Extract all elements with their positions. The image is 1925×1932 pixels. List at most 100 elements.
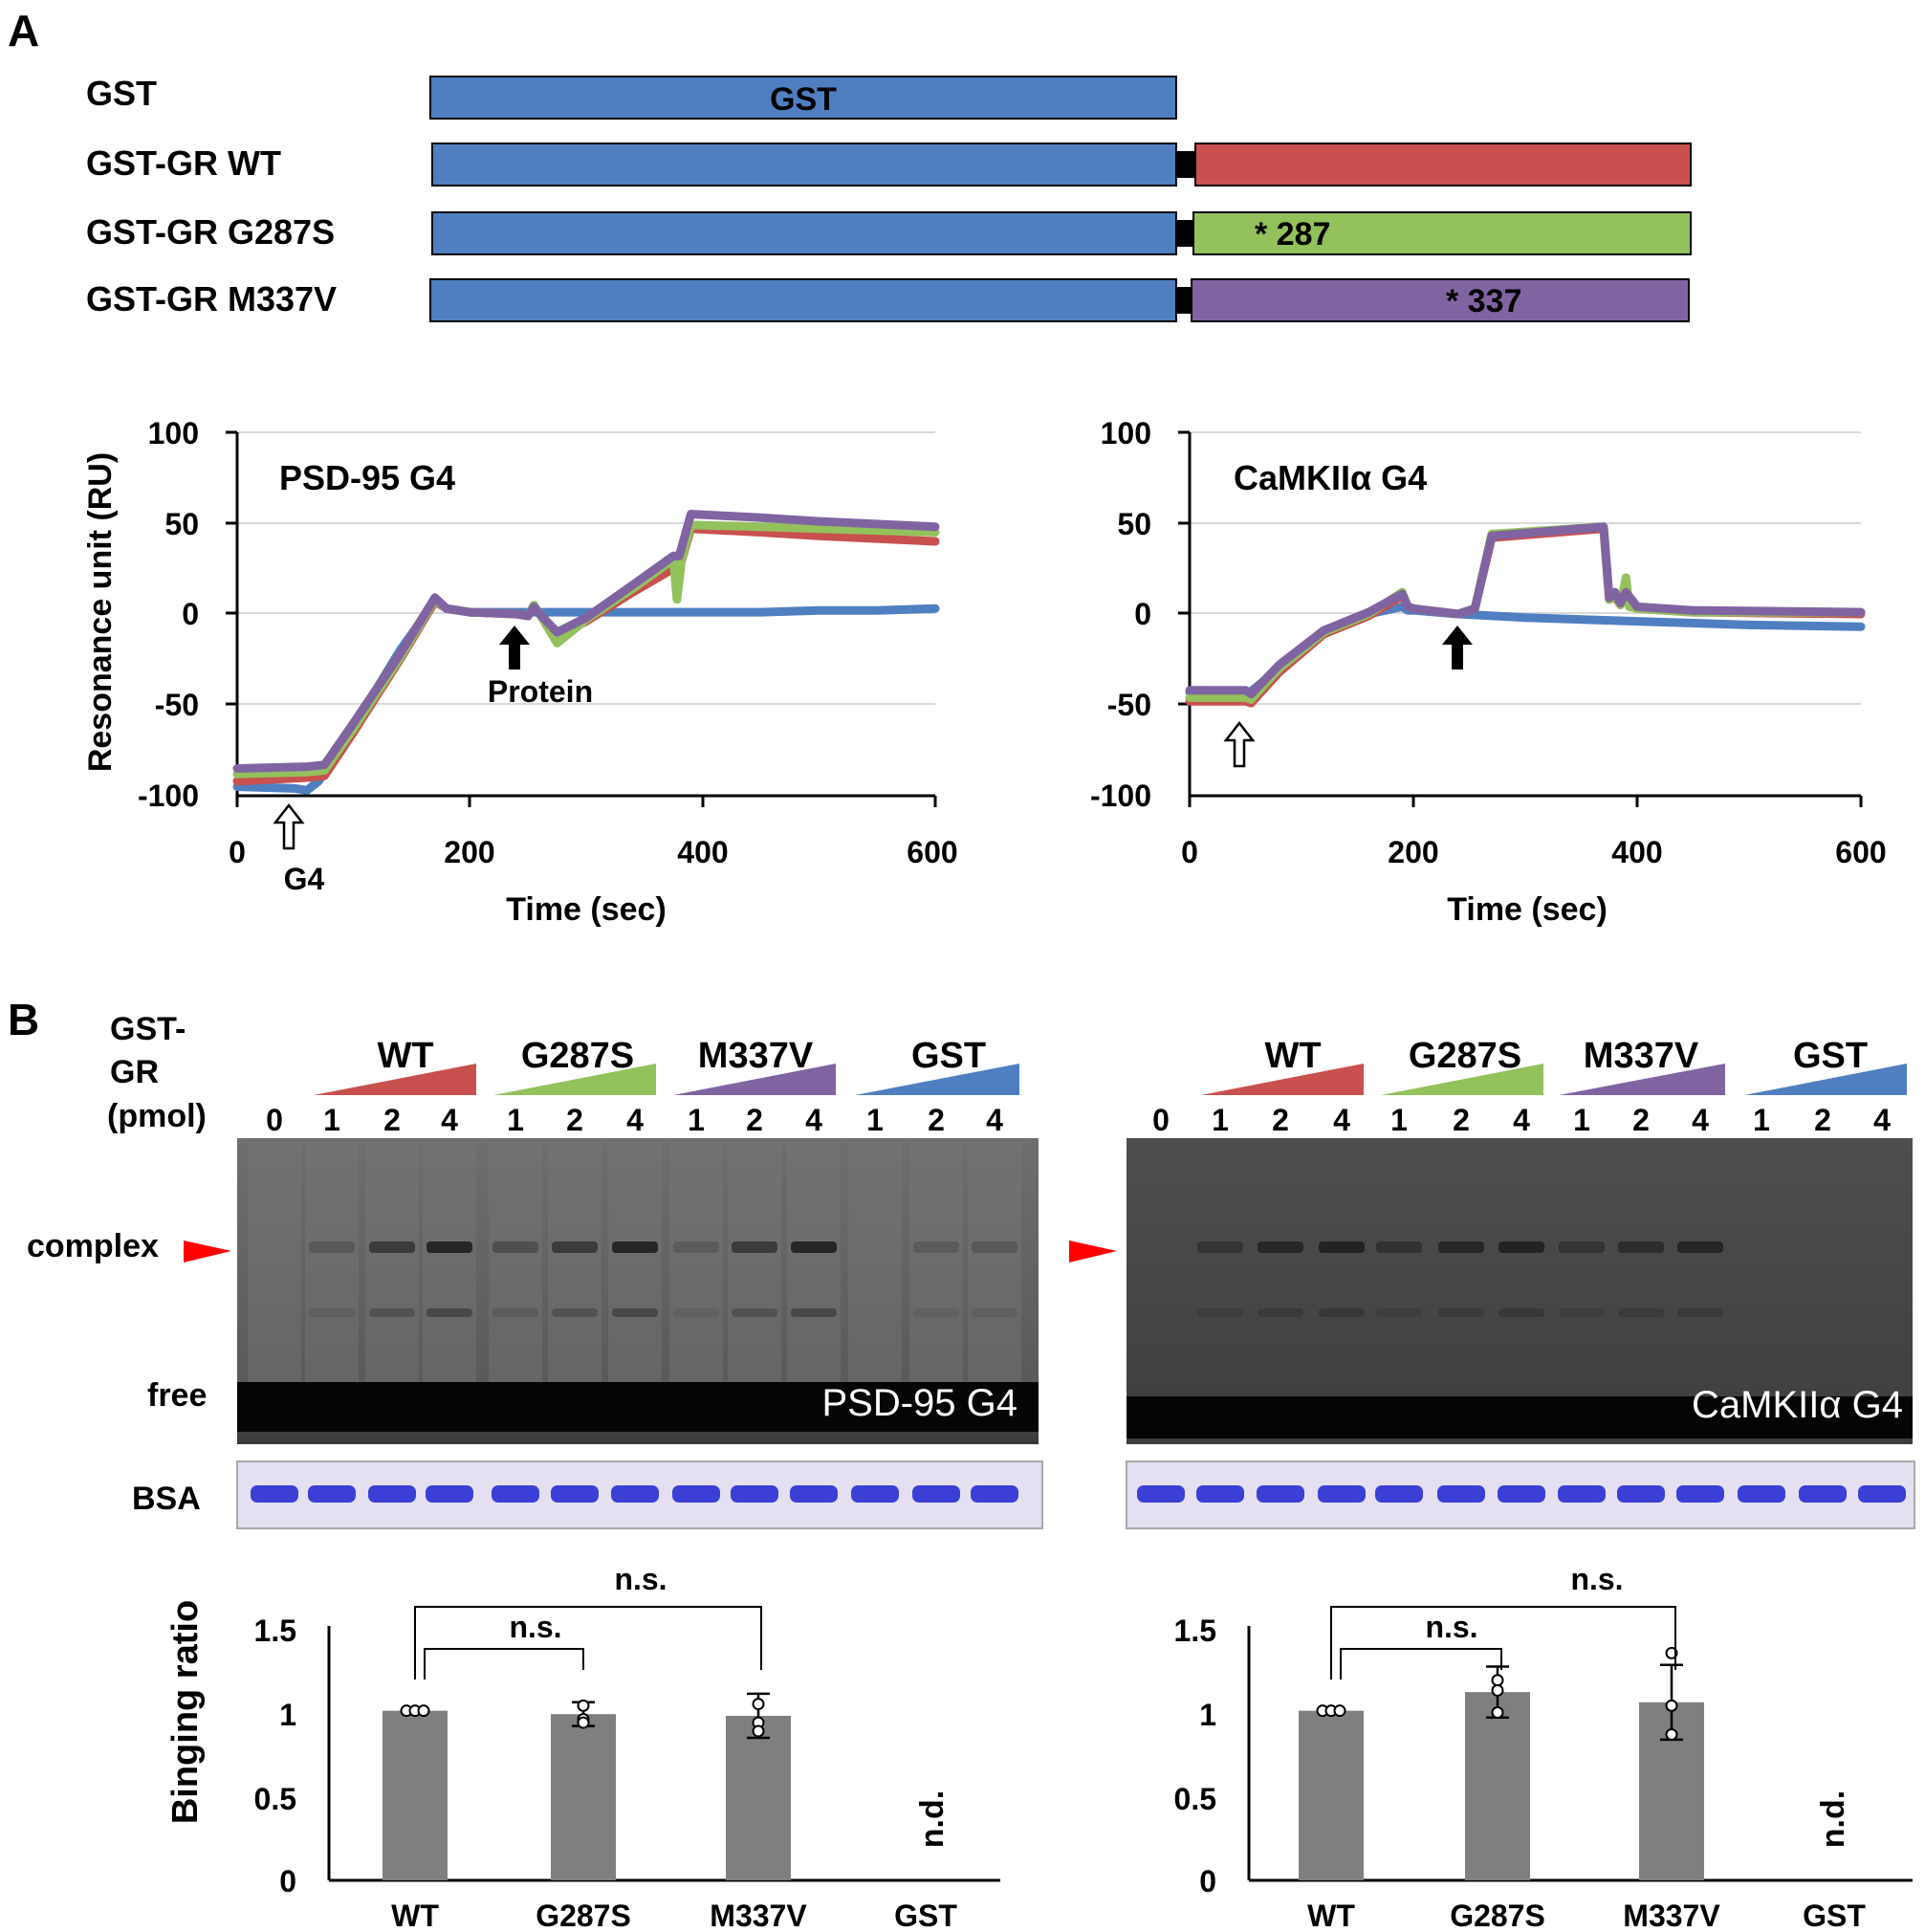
bar-chart-right: 1.5 1 0.5 0 WT G287S M337V GST n.s. n.s. n.… — [1174, 1562, 1913, 1932]
spr-right-series — [1185, 522, 1866, 708]
gel-background — [1127, 1138, 1913, 1444]
spr-title-left: PSD-95 G4 — [279, 458, 455, 497]
lower-band — [1258, 1308, 1303, 1317]
lower-band — [1319, 1308, 1365, 1317]
complex-band — [1319, 1241, 1365, 1253]
y-tick-label: 0 — [182, 597, 199, 631]
data-point — [1665, 1646, 1678, 1659]
gel-lane-streak — [305, 1143, 359, 1382]
complex-band — [1376, 1241, 1422, 1253]
complex-band — [1438, 1241, 1484, 1253]
lower-band — [1618, 1308, 1664, 1317]
bsa-band — [1318, 1485, 1366, 1503]
bsa-band — [426, 1485, 473, 1503]
bsa-band — [1498, 1485, 1545, 1503]
complex-label: complex — [27, 1228, 159, 1264]
spr-left-series — [232, 510, 940, 795]
x-category-label: WT — [391, 1899, 439, 1932]
lane-number: 1 — [1573, 1103, 1590, 1137]
lane-number: 2 — [566, 1103, 583, 1137]
lane-numbers-right: 0 1 2 4 1 2 4 1 2 4 1 2 4 — [1152, 1103, 1891, 1137]
complex-band — [1197, 1241, 1243, 1253]
g4-injection-arrow — [273, 802, 305, 850]
x-tick-label: 400 — [677, 835, 728, 869]
y-tick-label: -50 — [155, 688, 199, 722]
lane-number: 1 — [1390, 1103, 1408, 1137]
gr-tail-m337v — [1191, 278, 1690, 322]
bsa-band — [492, 1485, 539, 1503]
construct-label-wt: GST-GR WT — [86, 143, 281, 183]
x-tick-label: 0 — [1181, 835, 1198, 869]
y-tick-label: 1.5 — [254, 1614, 296, 1648]
y-tick-label: 1 — [1199, 1698, 1216, 1732]
construct-label-gst: GST — [86, 74, 157, 113]
x-tick-label: 0 — [229, 835, 246, 869]
data-point — [752, 1724, 765, 1738]
bar-wt — [1299, 1710, 1364, 1880]
lane-number: 4 — [986, 1103, 1003, 1137]
free-probe-band — [237, 1382, 1039, 1432]
y-tick-label: 50 — [1117, 507, 1151, 541]
data-point — [577, 1699, 590, 1712]
x-tick-label: 600 — [1835, 835, 1886, 869]
bsa-band — [1676, 1485, 1724, 1503]
wedge-wt — [1201, 1064, 1364, 1095]
bsa-band — [1558, 1485, 1606, 1503]
significance-bracket-inner — [424, 1648, 584, 1680]
lane-number: 2 — [383, 1103, 401, 1137]
pmol-label: (pmol) — [107, 1098, 207, 1134]
complex-band — [552, 1241, 598, 1253]
lower-band — [1677, 1308, 1723, 1317]
bsa-band — [308, 1485, 356, 1503]
x-category-label: M337V — [710, 1899, 807, 1932]
series-line-gst-gr-m337v — [1185, 522, 1866, 699]
spr-xlabel: Time (sec) — [1447, 891, 1608, 928]
gel-lane-streak — [968, 1143, 1021, 1382]
lane-number: 4 — [805, 1103, 822, 1137]
bsa-right-bands — [1137, 1485, 1906, 1503]
gel-right-lanes — [1197, 1241, 1723, 1317]
bsa-band — [851, 1485, 899, 1503]
bsa-band — [1799, 1485, 1847, 1503]
significance-label-outer: n.s. — [1570, 1562, 1623, 1596]
protein-injection-arrow — [1442, 626, 1473, 670]
bar-wt — [383, 1710, 448, 1880]
bsa-strip-right — [1126, 1460, 1915, 1529]
data-point — [1665, 1727, 1678, 1741]
bars-right: WT G287S M337V GST — [1299, 1646, 1866, 1932]
lane-number: 1 — [507, 1103, 524, 1137]
y-tick-label: 0 — [1134, 597, 1151, 631]
complex-band — [972, 1241, 1017, 1253]
data-point — [1491, 1705, 1504, 1719]
complex-band — [369, 1241, 415, 1253]
x-category-label: WT — [1307, 1899, 1355, 1932]
lower-band — [492, 1308, 538, 1317]
wedge-wt — [314, 1064, 476, 1095]
bsa-band — [790, 1485, 838, 1503]
complex-band — [913, 1241, 959, 1253]
lane-number: 4 — [1873, 1103, 1891, 1137]
gel-lane-streak — [423, 1143, 476, 1382]
data-point — [1333, 1704, 1346, 1718]
complex-band — [791, 1241, 837, 1253]
wedge-m337v — [1559, 1064, 1725, 1095]
x-category-label: G287S — [1450, 1899, 1545, 1932]
lower-band — [369, 1308, 415, 1317]
gel-lane-streak — [909, 1143, 963, 1382]
x-tick-label: 200 — [444, 835, 494, 869]
gel-lane-streak — [365, 1143, 419, 1382]
gel-lane-streak — [248, 1143, 301, 1382]
not-detected-label: n.d. — [1815, 1790, 1851, 1848]
data-point — [577, 1716, 590, 1729]
lower-band — [732, 1308, 777, 1317]
y-tick-label: 0.5 — [254, 1782, 296, 1816]
x-category-label: G287S — [536, 1899, 631, 1932]
complex-arrowhead-left — [184, 1240, 231, 1262]
spr-right-xticks: 0 200 400 600 — [1181, 796, 1887, 869]
bsa-band — [672, 1485, 720, 1503]
lower-band — [673, 1308, 719, 1317]
significance-bracket-inner — [1340, 1648, 1502, 1680]
group-name-g287s: G287S — [521, 1036, 634, 1076]
bsa-label: BSA — [132, 1481, 201, 1517]
gel-label-right: CaMKIIα G4 — [1692, 1384, 1903, 1426]
